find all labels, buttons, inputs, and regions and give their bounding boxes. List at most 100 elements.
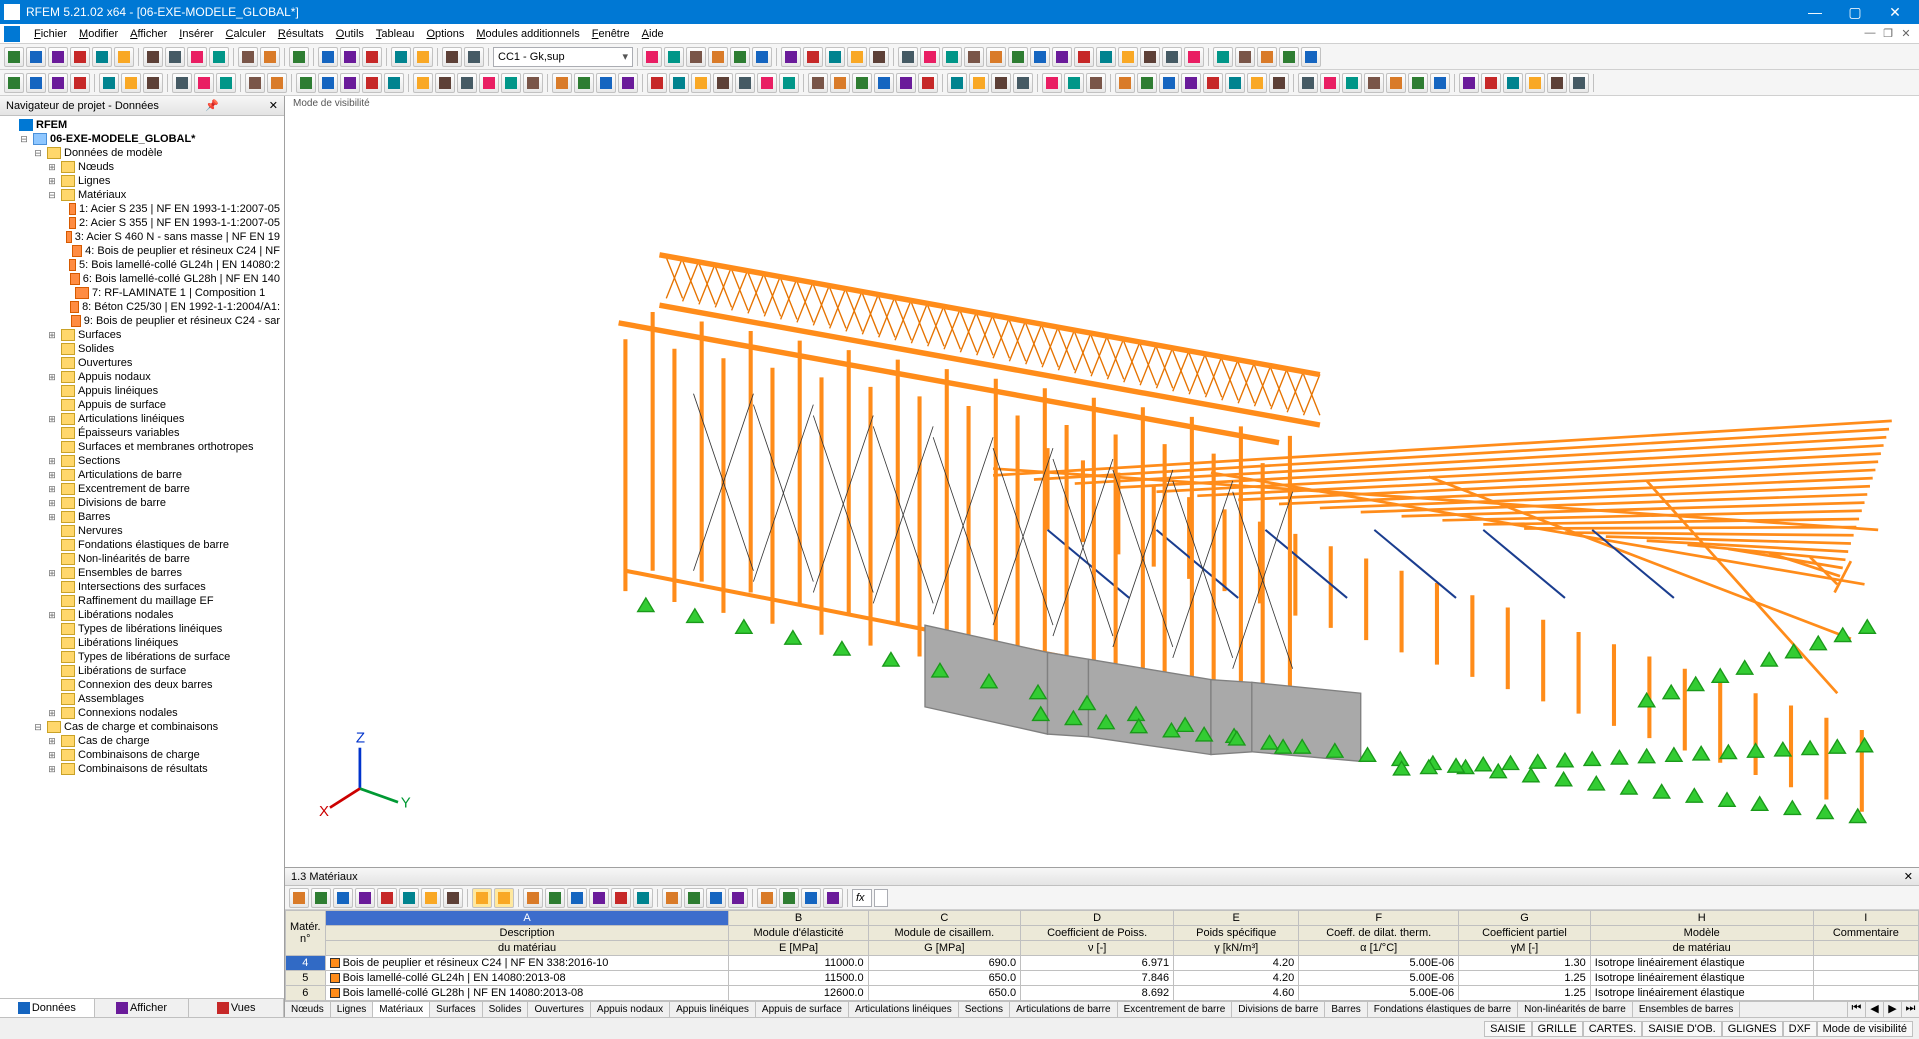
toolbar-button[interactable] [216,73,236,93]
navigator-tab-données[interactable]: Données [0,999,95,1017]
col-header[interactable]: Coeff. de dilat. therm. [1299,926,1459,941]
toolbar-button[interactable] [686,47,706,67]
toolbar-button[interactable] [1257,47,1277,67]
toolbar-button[interactable] [289,47,309,67]
toolbar-button[interactable] [986,47,1006,67]
cell[interactable]: 1.25 [1459,986,1591,1001]
toolbar-button[interactable] [574,73,594,93]
toolbar-button[interactable] [942,47,962,67]
expand-icon[interactable]: ⊞ [46,456,58,467]
mdi-restore[interactable]: ❐ [1879,27,1897,40]
tree-node[interactable]: 4: Bois de peuplier et résineux C24 | NF [0,244,284,258]
col-header[interactable]: Module de cisaillem. [868,926,1020,941]
cell[interactable]: 1.30 [1459,956,1591,971]
toolbar-button[interactable] [464,47,484,67]
toolbar-button[interactable] [1569,73,1589,93]
table-grid-wrap[interactable]: Matér.n°ABCDEFGHIDescriptionModule d'éla… [285,910,1919,1001]
tree-node[interactable]: 1: Acier S 235 | NF EN 1993-1-1:2007-05 [0,202,284,216]
row-number[interactable]: 6 [286,986,326,1001]
toolbar-button[interactable] [267,73,287,93]
toolbar-button[interactable] [165,47,185,67]
toolbar-button[interactable] [1064,73,1084,93]
toolbar-button[interactable] [1137,73,1157,93]
tree-node[interactable]: 9: Bois de peuplier et résineux C24 - sa… [0,314,284,328]
toolbar-button[interactable] [1342,73,1362,93]
expand-icon[interactable]: ⊞ [46,414,58,425]
toolbar-button[interactable] [377,888,397,908]
col-letter[interactable]: H [1590,911,1813,926]
toolbar-button[interactable] [1481,73,1501,93]
table-tab[interactable]: Sections [959,1002,1010,1017]
toolbar-button[interactable] [545,888,565,908]
toolbar-button[interactable] [260,47,280,67]
3d-viewport[interactable]: Z Y X [285,111,1919,867]
toolbar-button[interactable] [991,73,1011,93]
toolbar-button[interactable] [289,888,309,908]
toolbar-button[interactable] [187,47,207,67]
tree-node[interactable]: ⊞Appuis nodaux [0,370,284,384]
toolbar-button[interactable] [662,888,682,908]
toolbar-button[interactable] [728,888,748,908]
toolbar-button[interactable] [713,73,733,93]
tree-node[interactable]: Épaisseurs variables [0,426,284,440]
toolbar-button[interactable] [869,47,889,67]
expand-icon[interactable]: ⊟ [32,722,44,733]
col-letter[interactable]: B [729,911,868,926]
expand-icon[interactable]: ⊞ [46,736,58,747]
toolbar-button[interactable] [825,47,845,67]
toolbar-button[interactable] [1052,47,1072,67]
tree-node[interactable]: RFEM [0,118,284,132]
status-cell[interactable]: GLIGNES [1722,1021,1783,1037]
expand-icon[interactable]: ⊟ [18,134,30,145]
expand-icon[interactable]: ⊞ [46,484,58,495]
table-tab[interactable]: Appuis de surface [756,1002,849,1017]
col-letter[interactable]: E [1174,911,1299,926]
menu-options[interactable]: Options [420,28,470,40]
toolbar-button[interactable] [642,47,662,67]
col-header[interactable]: Coefficient de Poiss. [1021,926,1174,941]
cell[interactable]: 11000.0 [729,956,868,971]
toolbar-button[interactable] [1162,47,1182,67]
toolbar-button[interactable] [333,888,353,908]
col-letter[interactable]: F [1299,911,1459,926]
cell[interactable]: 12600.0 [729,986,868,1001]
toolbar-button[interactable] [391,47,411,67]
menu-fenêtre[interactable]: Fenêtre [586,28,636,40]
toolbar-button[interactable] [194,73,214,93]
col-header[interactable]: Description [325,926,729,941]
minimize-button[interactable]: — [1795,4,1835,21]
toolbar-button[interactable] [706,888,726,908]
cell[interactable]: 650.0 [868,971,1020,986]
toolbar-button[interactable] [1547,73,1567,93]
col-header[interactable]: Commentaire [1813,926,1918,941]
toolbar-button[interactable] [4,73,24,93]
row-number[interactable]: 4 [286,956,326,971]
table-tab[interactable]: Appuis nodaux [591,1002,670,1017]
tab-nav-button[interactable]: ⏮ [1847,1002,1865,1017]
table-row[interactable]: 6Bois lamellé-collé GL28h | NF EN 14080:… [286,986,1919,1001]
mdi-minimize[interactable]: — [1861,27,1879,40]
toolbar-button[interactable] [318,47,338,67]
menu-tableau[interactable]: Tableau [370,28,421,40]
cell[interactable] [1813,956,1918,971]
toolbar-button[interactable] [1115,73,1135,93]
tree-node[interactable]: Surfaces et membranes orthotropes [0,440,284,454]
toolbar-button[interactable] [121,73,141,93]
menu-modules additionnels[interactable]: Modules additionnels [470,28,585,40]
col-letter[interactable]: G [1459,911,1591,926]
cell[interactable]: 1.25 [1459,971,1591,986]
expand-icon[interactable]: ⊟ [46,190,58,201]
table-row[interactable]: 5Bois lamellé-collé GL24h | EN 14080:201… [286,971,1919,986]
toolbar-button[interactable] [1430,73,1450,93]
toolbar-button[interactable] [567,888,587,908]
toolbar-button[interactable] [1279,47,1299,67]
toolbar-button[interactable] [1213,47,1233,67]
toolbar-button[interactable] [296,73,316,93]
toolbar-button[interactable] [1269,73,1289,93]
toolbar-button[interactable] [238,47,258,67]
tree-node[interactable]: Nervures [0,524,284,538]
toolbar-button[interactable] [48,73,68,93]
expand-icon[interactable]: ⊞ [46,610,58,621]
tree-node[interactable]: ⊞Libérations nodales [0,608,284,622]
tree-node[interactable]: Fondations élastiques de barre [0,538,284,552]
